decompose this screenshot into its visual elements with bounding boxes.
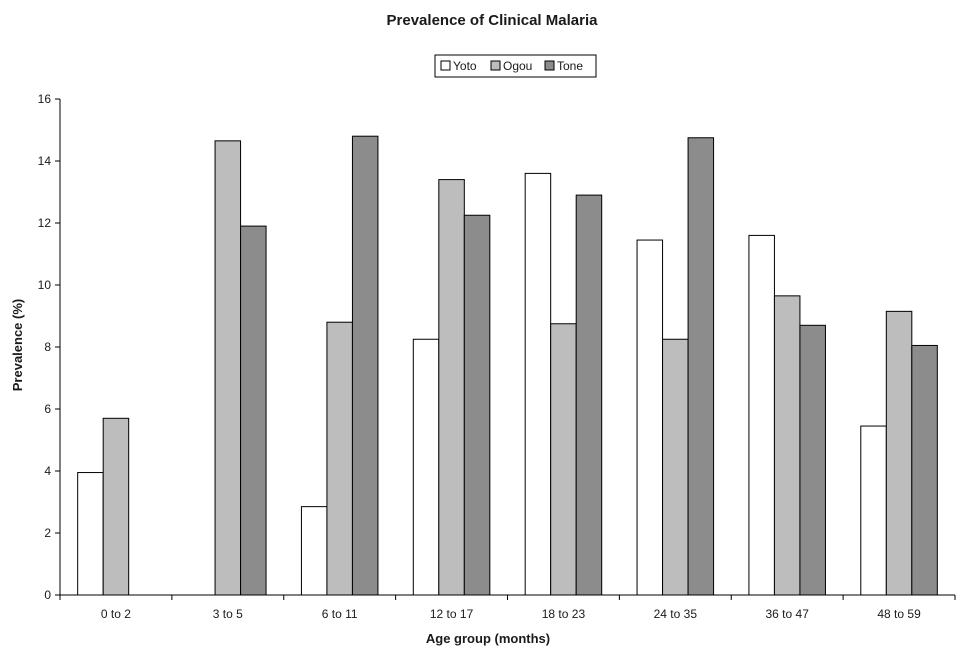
y-tick-label: 14 [38,154,52,168]
x-tick-label: 6 to 11 [322,607,358,621]
y-tick-label: 16 [38,92,52,106]
bar-yoto-7 [749,235,775,595]
legend-label-yoto: Yoto [453,59,477,73]
y-tick-label: 12 [38,216,52,230]
x-tick-label: 3 to 5 [213,607,243,621]
x-axis: 0 to 2 3 to 5 6 to 11 12 to 17 18 to 23 24 to… [60,595,955,621]
legend-swatch-tone [545,61,554,70]
x-tick-label: 36 to 47 [766,607,810,621]
y-axis: 0 2 4 6 8 10 12 14 16 [38,92,60,602]
y-axis-title: Prevalence (%) [10,299,25,392]
bar-yoto-1 [78,473,104,595]
bar-tone-7 [800,325,826,595]
y-tick-label: 10 [38,278,52,292]
bar-yoto-3 [301,507,327,595]
bar-tone-6 [688,138,714,595]
bar-yoto-8 [861,426,887,595]
y-tick-label: 2 [44,526,51,540]
y-tick-label: 0 [44,588,51,602]
bars [78,136,938,595]
x-tick-label: 12 to 17 [430,607,474,621]
bar-ogou-1 [103,418,129,595]
bar-ogou-6 [663,339,689,595]
y-tick-label: 6 [44,402,51,416]
chart-title: Prevalence of Clinical Malaria [387,12,599,29]
legend-swatch-yoto [441,61,450,70]
bar-tone-4 [464,215,490,595]
bar-tone-8 [912,345,938,595]
y-tick-label: 4 [44,464,51,478]
y-tick-label: 8 [44,340,51,354]
legend: Yoto Ogou Tone [435,55,596,77]
x-tick-label: 48 to 59 [877,607,921,621]
x-tick-label: 18 to 23 [542,607,586,621]
bar-ogou-5 [551,324,577,595]
x-axis-title: Age group (months) [426,631,550,646]
bar-tone-5 [576,195,602,595]
bar-yoto-4 [413,339,439,595]
legend-label-ogou: Ogou [503,59,532,73]
bar-yoto-5 [525,173,551,595]
bar-tone-3 [352,136,378,595]
bar-ogou-7 [774,296,800,595]
bar-tone-2 [241,226,267,595]
bar-ogou-2 [215,141,241,595]
x-tick-label: 24 to 35 [654,607,698,621]
x-tick-label: 0 to 2 [101,607,131,621]
bar-yoto-6 [637,240,663,595]
bar-ogou-3 [327,322,353,595]
legend-label-tone: Tone [557,59,583,73]
legend-swatch-ogou [491,61,500,70]
bar-ogou-4 [439,180,465,595]
bar-ogou-8 [886,311,912,595]
